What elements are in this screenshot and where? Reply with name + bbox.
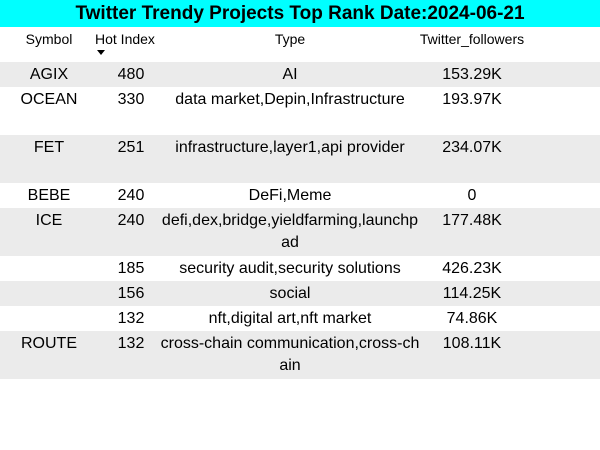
cell-twitter-followers: 177.48K [442, 212, 502, 229]
cell-symbol: ROUTE [21, 335, 77, 352]
cell-hot-index: 185 [117, 260, 145, 277]
table-row: 132 nft,digital art,nft market 74.86K [0, 306, 600, 331]
cell-type: DeFi,Meme [248, 187, 332, 204]
cell-twitter-followers: 426.23K [442, 260, 502, 277]
trending-projects-table: Symbol Hot Index Type Twitter_followers … [0, 29, 600, 379]
table-row: 185 security audit,security solutions 42… [0, 256, 600, 281]
cell-type: nft,digital art,nft market [208, 310, 372, 327]
table-header: Symbol Hot Index Type Twitter_followers [0, 29, 600, 62]
cell-type: security audit,security solutions [179, 260, 401, 277]
cell-twitter-followers: 0 [467, 187, 477, 204]
table-row: ROUTE 132 cross-chain communication,cros… [0, 331, 600, 379]
column-header-type[interactable]: Type [274, 31, 306, 47]
cell-symbol: FET [33, 139, 65, 156]
cell-twitter-followers: 234.07K [442, 139, 502, 156]
cell-symbol: AGIX [29, 66, 69, 83]
cell-type: defi,dex,bridge,yieldfarming,launchpad [161, 212, 419, 251]
cell-hot-index: 251 [117, 139, 145, 156]
cell-twitter-followers: 114.25K [442, 285, 502, 302]
cell-hot-index: 132 [117, 310, 145, 327]
cell-hot-index: 480 [117, 66, 145, 83]
table-row: AGIX 480 AI 153.29K [0, 62, 600, 87]
cell-hot-index: 156 [117, 285, 145, 302]
cell-twitter-followers: 108.11K [442, 335, 502, 352]
cell-type: social [269, 285, 311, 302]
column-header-hot-index[interactable]: Hot Index [95, 31, 155, 47]
page-title: Twitter Trendy Projects Top Rank Date:20… [0, 0, 600, 27]
cell-type: data market,Depin,Infrastructure [175, 91, 405, 108]
table-row: 156 social 114.25K [0, 281, 600, 306]
cell-symbol: ICE [35, 212, 63, 229]
cell-hot-index: 132 [117, 335, 145, 352]
cell-hot-index: 330 [117, 91, 145, 108]
column-header-twitter-followers[interactable]: Twitter_followers [419, 31, 525, 47]
cell-type: cross-chain communication,cross-chain [160, 335, 420, 374]
sort-descending-icon[interactable] [97, 50, 105, 55]
cell-twitter-followers: 74.86K [446, 310, 498, 327]
table-row: ICE 240 defi,dex,bridge,yieldfarming,lau… [0, 208, 600, 256]
cell-symbol: OCEAN [20, 91, 78, 108]
cell-hot-index: 240 [117, 187, 145, 204]
column-header-symbol[interactable]: Symbol [25, 31, 73, 47]
cell-type: AI [282, 66, 298, 83]
table-row: BEBE 240 DeFi,Meme 0 [0, 183, 600, 208]
table-row: FET 251 infrastructure,layer1,api provid… [0, 135, 600, 183]
cell-type: infrastructure,layer1,api provider [175, 139, 405, 156]
table-row: OCEAN 330 data market,Depin,Infrastructu… [0, 87, 600, 135]
cell-hot-index: 240 [117, 212, 145, 229]
cell-twitter-followers: 153.29K [442, 66, 502, 83]
cell-twitter-followers: 193.97K [442, 91, 502, 108]
cell-symbol: BEBE [27, 187, 71, 204]
